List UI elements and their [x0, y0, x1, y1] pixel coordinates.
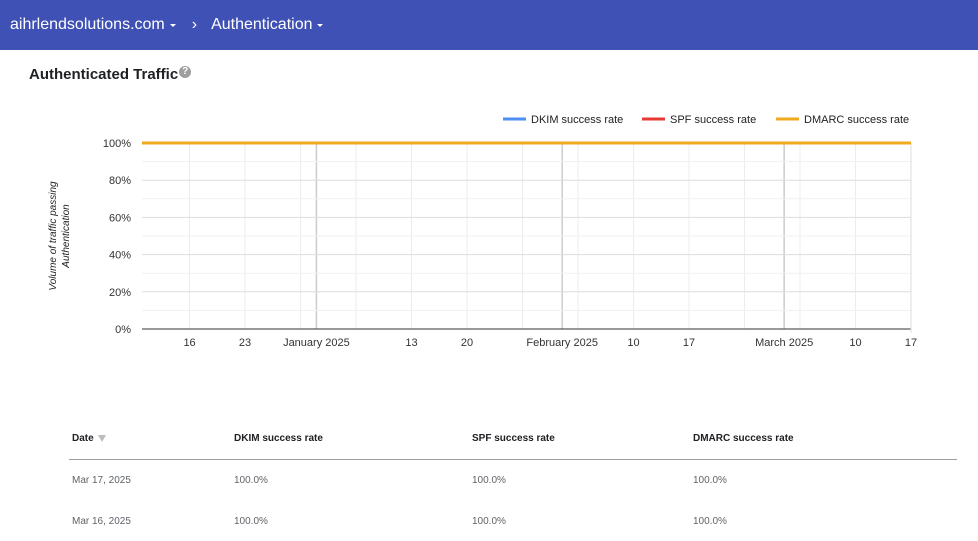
y-axis-title-line: Authentication: [61, 204, 72, 269]
section-title-text: Authenticated Traffic: [29, 66, 179, 83]
legend-label: DKIM success rate: [531, 114, 623, 126]
x-tick-label: January 2025: [283, 337, 350, 349]
table-row: Mar 17, 2025 100.0% 100.0% 100.0%: [69, 460, 957, 501]
table-cell: 100.0%: [472, 516, 506, 527]
x-tick-label: 17: [683, 337, 695, 349]
y-tick-label: 80%: [109, 175, 131, 187]
table-cell: 100.0%: [693, 516, 727, 527]
column-header-label: SPF success rate: [472, 433, 555, 444]
column-header[interactable]: DKIM success rate: [234, 433, 323, 444]
y-tick-label: 40%: [109, 250, 131, 262]
column-header[interactable]: DMARC success rate: [693, 433, 794, 444]
column-header-label: Date: [72, 433, 94, 444]
section-selector[interactable]: Authentication: [211, 16, 324, 34]
breadcrumb-separator: ›: [191, 16, 198, 33]
section-title: Authenticated Traffic ?: [29, 65, 192, 83]
table-row: Mar 16, 2025 100.0% 100.0% 100.0%: [69, 501, 957, 541]
y-tick-label: 60%: [109, 212, 131, 224]
x-tick-label: 10: [849, 337, 861, 349]
x-tick-label: 16: [183, 337, 195, 349]
table-header: Date DKIM success rate SPF success rate DMA…: [69, 424, 957, 460]
x-tick-label: 23: [239, 337, 251, 349]
x-tick-label: February 2025: [526, 337, 598, 349]
dropdown-caret-icon: [317, 24, 324, 27]
domain-selector[interactable]: aihrlendsolutions.com: [10, 16, 176, 34]
y-tick-label: 20%: [109, 287, 131, 299]
section-selector-label: Authentication: [211, 16, 313, 33]
x-tick-label: 13: [405, 337, 417, 349]
table-cell: 100.0%: [693, 475, 727, 486]
chart-svg: 0% 20% 40% 60% 80% 100% 16 23 January 2025 13 20 Fe…: [48, 114, 917, 349]
domain-selector-label: aihrlendsolutions.com: [10, 16, 165, 33]
y-tick-label: 100%: [103, 138, 131, 150]
help-icon[interactable]: ?: [179, 65, 192, 78]
dropdown-caret-icon: [169, 24, 176, 27]
x-tick-label: 20: [461, 337, 473, 349]
column-header[interactable]: SPF success rate: [472, 433, 555, 444]
table-body: Mar 17, 2025 100.0% 100.0% 100.0% Mar 16, 20…: [69, 460, 957, 541]
table-cell: 100.0%: [234, 475, 268, 486]
table-cell: Mar 16, 2025: [72, 516, 131, 527]
sort-descending-icon[interactable]: [97, 435, 106, 442]
table-cell: 100.0%: [472, 475, 506, 486]
top-app-bar: aihrlendsolutions.com › Authentication: [0, 0, 978, 50]
column-header-label: DMARC success rate: [693, 433, 794, 444]
column-header[interactable]: Date: [72, 433, 106, 444]
authenticated-traffic-chart: 0% 20% 40% 60% 80% 100% 16 23 January 2025 13 20 Fe…: [0, 100, 978, 360]
legend-label: SPF success rate: [670, 114, 756, 126]
y-tick-label: 0%: [115, 324, 131, 336]
x-tick-label: 17: [905, 337, 917, 349]
x-tick-label: 10: [627, 337, 639, 349]
y-axis-title-line: Volume of traffic passing: [48, 181, 59, 291]
table-cell: Mar 17, 2025: [72, 475, 131, 486]
table-cell: 100.0%: [234, 516, 268, 527]
traffic-table: Date DKIM success rate SPF success rate DMA…: [69, 424, 957, 541]
x-tick-label: March 2025: [755, 337, 813, 349]
column-header-label: DKIM success rate: [234, 433, 323, 444]
legend-label: DMARC success rate: [804, 114, 909, 126]
y-axis-title: Volume of traffic passing Authentication: [48, 181, 72, 291]
